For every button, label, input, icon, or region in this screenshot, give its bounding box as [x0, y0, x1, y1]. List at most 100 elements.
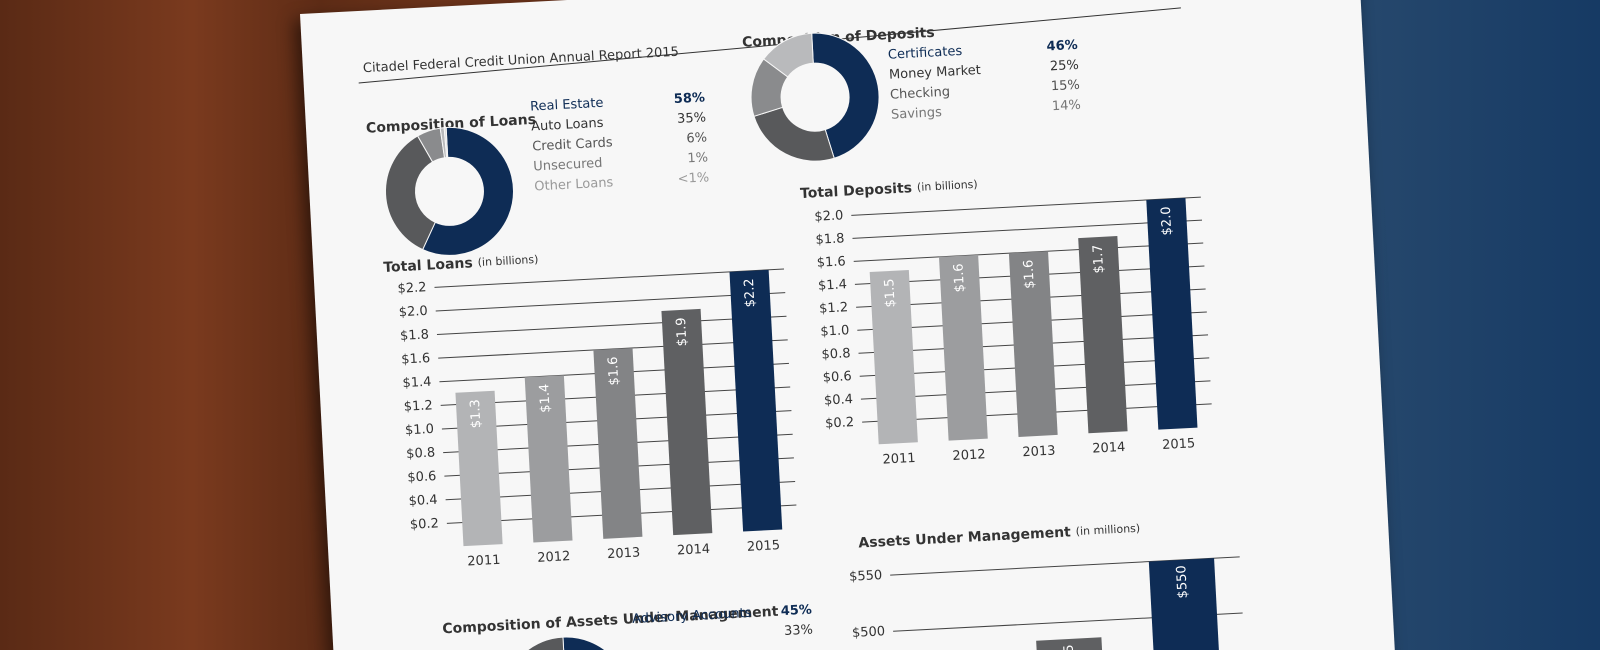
legend-label: Money Market — [889, 63, 982, 83]
chart-title-text: Total Deposits — [800, 180, 913, 202]
x-tick-label: 2011 — [467, 553, 501, 570]
y-tick-label: $1.2 — [403, 398, 433, 414]
legend-value: 58% — [673, 90, 705, 107]
value-label: $485 — [1062, 644, 1079, 650]
donut-slice — [422, 126, 514, 256]
x-tick-label: 2012 — [952, 447, 986, 464]
bar — [524, 375, 573, 543]
y-tick-label: $1.6 — [816, 254, 846, 270]
donut-slice — [385, 135, 436, 251]
legend-label: Certificates — [888, 44, 963, 63]
bar — [729, 269, 783, 532]
y-tick-label: $0.2 — [825, 415, 855, 431]
bar — [1008, 251, 1058, 437]
value-label: $550 — [1174, 565, 1191, 599]
x-tick-label: 2012 — [537, 549, 571, 566]
legend-value: 1% — [687, 150, 708, 166]
bar — [455, 390, 503, 547]
legend-label: Advisory Accounts — [632, 606, 752, 627]
y-tick-label: $2.2 — [397, 280, 427, 296]
y-tick-label: $500 — [852, 624, 886, 641]
value-label: $1.6 — [606, 356, 622, 386]
legend-value: 46% — [1046, 38, 1078, 55]
y-tick-label: $2.0 — [814, 208, 844, 224]
grid-line — [436, 315, 787, 336]
value-label: $2.2 — [742, 278, 758, 308]
bar — [1078, 236, 1128, 434]
y-tick-label: $1.2 — [819, 300, 849, 316]
grid-line — [434, 268, 785, 288]
value-label: $2.0 — [1159, 206, 1175, 236]
y-tick-label: $0.4 — [824, 392, 854, 408]
y-tick-label: $0.4 — [408, 493, 438, 509]
value-label: $1.7 — [1091, 244, 1107, 274]
value-label: $1.6 — [951, 263, 967, 293]
y-tick-label: $0.8 — [821, 346, 851, 362]
y-tick-label: $1.0 — [820, 323, 850, 339]
donut-slice — [443, 126, 449, 159]
legend-label: Other Loans — [534, 175, 614, 194]
donut-slice — [811, 32, 880, 159]
y-tick-label: $2.0 — [398, 304, 428, 320]
chart-title-text: Total Loans — [383, 255, 473, 276]
grid-line — [851, 196, 1201, 216]
legend-label: Savings — [891, 105, 943, 123]
x-tick-label: 2015 — [1162, 436, 1196, 453]
chart-subtitle: (in millions) — [1075, 522, 1140, 538]
legend-value: 14% — [1052, 98, 1082, 114]
report-title: Citadel Federal Credit Union Annual Repo… — [363, 45, 680, 77]
legend-label: Auto Loans — [531, 116, 604, 135]
legend-label: Credit Cards — [532, 135, 613, 154]
report-page: Citadel Federal Credit Union Annual Repo… — [300, 0, 1399, 650]
x-tick-label: 2013 — [607, 545, 641, 562]
y-tick-label: $1.8 — [815, 231, 845, 247]
y-tick-label: $0.6 — [407, 469, 437, 485]
y-tick-label: $0.6 — [822, 369, 852, 385]
report-sheet: Citadel Federal Credit Union Annual Repo… — [358, 7, 1243, 650]
donut-slice — [753, 106, 835, 162]
chart-title: Total Loans (in billions) — [383, 252, 539, 276]
legend-label: Unsecured — [533, 156, 603, 175]
legend-value: <1% — [677, 170, 709, 187]
y-tick-label: $1.6 — [401, 351, 431, 367]
legend-label: Real Estate — [530, 96, 604, 115]
y-tick-label: $550 — [849, 568, 883, 585]
x-tick-label: 2014 — [1092, 440, 1126, 457]
legend-value: 25% — [1049, 58, 1079, 74]
x-tick-label: 2013 — [1022, 444, 1056, 461]
donut-slice — [501, 636, 566, 650]
x-tick-label: 2014 — [677, 542, 711, 559]
chart-title-text: Assets Under Management — [858, 524, 1071, 551]
donut-slice — [762, 32, 814, 78]
bar — [1148, 558, 1223, 650]
legend-value: 15% — [1051, 78, 1081, 94]
y-tick-label: $1.4 — [818, 277, 848, 293]
chart-subtitle: (in billions) — [917, 178, 978, 194]
y-tick-label: $1.8 — [400, 327, 430, 343]
legend-value: 35% — [677, 110, 707, 126]
value-label: $1.9 — [674, 317, 690, 347]
bar — [869, 269, 918, 445]
legend-value: 45% — [780, 603, 812, 620]
x-tick-label: 2011 — [882, 451, 916, 468]
bar — [938, 254, 988, 441]
bar — [1146, 197, 1198, 430]
value-label: $1.6 — [1021, 259, 1037, 289]
value-label: $1.4 — [537, 383, 553, 413]
value-label: $1.3 — [468, 399, 484, 429]
value-label: $1.5 — [882, 278, 898, 308]
y-tick-label: $0.8 — [406, 445, 436, 461]
bar — [593, 347, 643, 539]
title-rule — [358, 7, 1181, 84]
chart-subtitle: (in billions) — [477, 253, 538, 269]
x-tick-label: 2015 — [747, 538, 781, 555]
legend-value: 33% — [784, 623, 814, 639]
bar — [661, 308, 713, 536]
legend-value: 6% — [686, 130, 707, 146]
y-tick-label: $0.2 — [410, 516, 440, 532]
y-tick-label: $1.0 — [405, 422, 435, 438]
chart-title: Total Deposits (in billions) — [800, 177, 978, 202]
y-tick-label: $1.4 — [402, 375, 432, 391]
grid-line — [852, 219, 1203, 239]
